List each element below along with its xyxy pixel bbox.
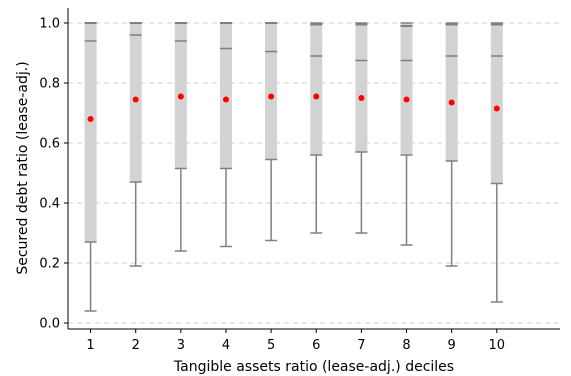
y-axis-label: Secured debt ratio (lease-adj.) xyxy=(15,61,31,274)
box-8 xyxy=(400,22,413,246)
box-5 xyxy=(265,22,278,242)
mean-point xyxy=(177,93,184,100)
x-tick-label: 4 xyxy=(222,338,230,353)
box-body xyxy=(490,23,503,184)
x-tick-label: 9 xyxy=(448,338,456,353)
mean-point xyxy=(87,116,94,122)
mean-point xyxy=(403,96,410,103)
mean-point xyxy=(493,105,500,112)
box-body xyxy=(310,23,323,155)
box-series xyxy=(84,22,503,312)
y-tick-label: 0.8 xyxy=(39,77,60,92)
axes xyxy=(67,8,560,330)
y-tick-label: 0.0 xyxy=(39,317,60,332)
box-6 xyxy=(310,22,323,234)
x-tick-label: 6 xyxy=(312,338,320,353)
x-tick-label: 5 xyxy=(267,338,275,353)
box-2 xyxy=(129,22,142,267)
y-tick-label: 0.4 xyxy=(39,197,60,212)
x-tick-label: 10 xyxy=(489,338,506,353)
mean-point xyxy=(358,95,365,101)
box-1 xyxy=(84,22,97,312)
box-4 xyxy=(219,22,232,248)
box-3 xyxy=(174,22,187,252)
box-body xyxy=(265,23,278,160)
mean-point xyxy=(313,93,320,100)
x-ticks: 1 2 3 4 5 6 7 8 9 10 xyxy=(86,329,505,353)
y-tick-label: 0.2 xyxy=(39,257,60,272)
box-7 xyxy=(355,22,368,234)
box-body xyxy=(219,23,232,169)
x-tick-label: 3 xyxy=(177,338,185,353)
x-tick-label: 7 xyxy=(357,338,365,353)
mean-point xyxy=(222,96,229,103)
box-10 xyxy=(490,22,503,303)
mean-point xyxy=(268,93,275,100)
box-body xyxy=(84,23,97,242)
y-tick-label: 1.0 xyxy=(39,17,60,32)
box-body xyxy=(355,23,368,152)
y-tick-label: 0.6 xyxy=(39,137,60,152)
mean-point xyxy=(448,99,455,106)
x-tick-label: 1 xyxy=(86,338,94,353)
mean-point xyxy=(132,96,139,103)
x-tick-label: 8 xyxy=(402,338,410,353)
box-9 xyxy=(445,22,458,267)
x-tick-label: 2 xyxy=(132,338,140,353)
box-body xyxy=(400,23,413,155)
box-body xyxy=(445,23,458,161)
x-axis-label: Tangible assets ratio (lease-adj.) decil… xyxy=(173,359,454,375)
y-ticks: 0.0 0.2 0.4 0.6 0.8 1.0 xyxy=(39,17,68,332)
